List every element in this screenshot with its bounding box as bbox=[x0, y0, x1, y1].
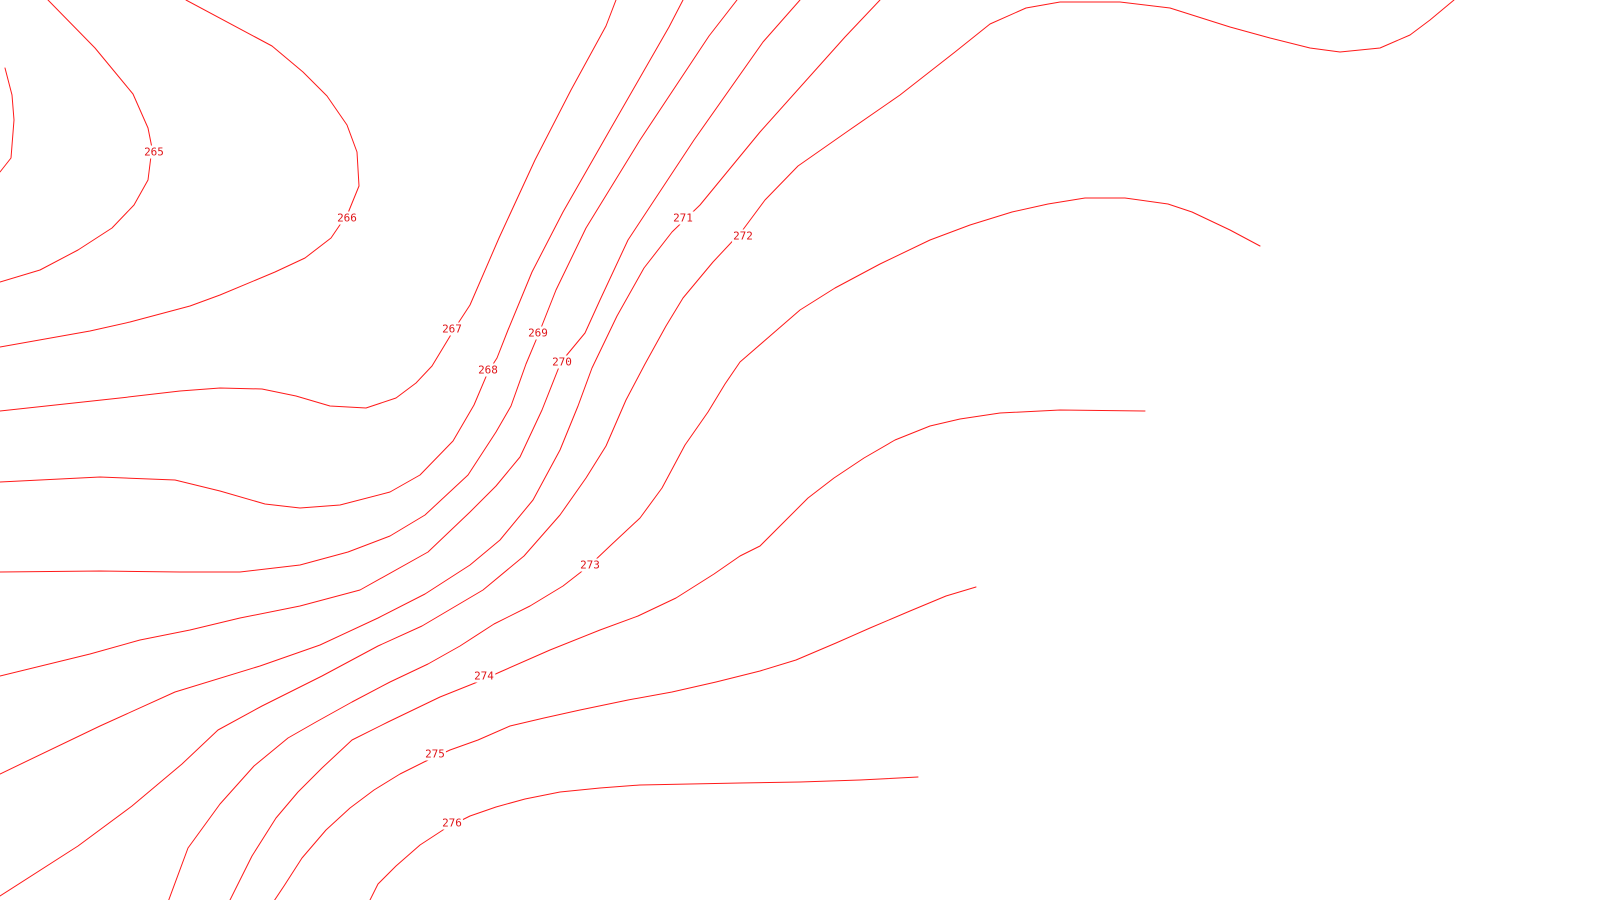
contour-label-halo bbox=[527, 326, 549, 340]
contour-line-270 bbox=[0, 0, 801, 677]
contour-label: 273 bbox=[580, 559, 600, 572]
contour-label: 274 bbox=[474, 670, 494, 683]
contour-label-halo bbox=[424, 747, 446, 761]
contour-label: 275 bbox=[425, 748, 445, 761]
contour-label-halo bbox=[579, 558, 601, 572]
contour-label: 268 bbox=[478, 364, 498, 377]
contour-line-274 bbox=[229, 409, 1146, 900]
contour-label-halo bbox=[441, 322, 463, 336]
contour-line-276 bbox=[369, 776, 919, 900]
contour-line-269 bbox=[0, 0, 738, 573]
contour-label: 276 bbox=[442, 817, 462, 830]
contour-label: 269 bbox=[528, 327, 548, 340]
contour-line-inner bbox=[0, 67, 15, 173]
contour-label-halo bbox=[473, 669, 496, 683]
contour-label-halo bbox=[441, 816, 463, 830]
contour-label: 266 bbox=[337, 212, 357, 225]
contour-label: 271 bbox=[673, 212, 693, 225]
contour-line-271 bbox=[0, 0, 881, 775]
contour-label-halo bbox=[143, 145, 165, 159]
contour-label: 265 bbox=[144, 146, 164, 159]
contour-line-275 bbox=[274, 586, 977, 900]
contour-line-272 bbox=[0, 0, 1455, 897]
contour-label: 272 bbox=[733, 230, 753, 243]
contour-label-halo bbox=[336, 211, 358, 225]
contour-line-266 bbox=[0, 0, 360, 348]
contour-line-265 bbox=[0, 0, 153, 283]
contour-label-halo bbox=[672, 211, 694, 225]
contour-label-halo bbox=[732, 229, 754, 243]
contour-label-halo bbox=[551, 355, 573, 369]
contour-label-halo bbox=[477, 363, 499, 377]
contour-label: 270 bbox=[552, 356, 572, 369]
contour-line-268 bbox=[0, 0, 684, 509]
contour-line-273 bbox=[168, 197, 1261, 900]
contour-label: 267 bbox=[442, 323, 462, 336]
contour-line-267 bbox=[0, 0, 617, 412]
